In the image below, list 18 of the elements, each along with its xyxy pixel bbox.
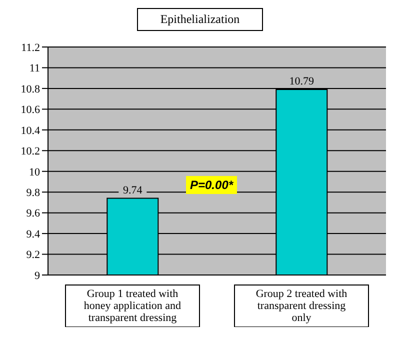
y-tick-label: 11.2: [21, 42, 40, 54]
data-label: 9.74: [123, 184, 143, 196]
y-tick-label: 10.4: [20, 124, 40, 137]
x-tick-label: Group 2 treated with transparent dressing only: [256, 288, 348, 324]
y-tick-label: 11: [29, 62, 40, 75]
y-tick-label: 9.2: [26, 249, 40, 262]
y-tick-label: 10: [29, 166, 40, 178]
annotation: P=0.00*: [186, 176, 238, 194]
data-label: 10.79: [289, 75, 315, 88]
y-tick-label: 9.8: [26, 186, 40, 199]
y-tick-label: 9.4: [26, 228, 40, 240]
y-tick-label: 10.6: [20, 104, 40, 116]
y-tick-label: 10.2: [20, 146, 40, 158]
y-tick-label: 9: [34, 270, 40, 282]
x-tick-label: Group 1 treated with honey application and transparent dressing: [84, 288, 182, 324]
y-tick-label: 10.8: [20, 83, 40, 96]
y-tick-label: 9.6: [26, 208, 40, 220]
chart-title: Epithelialization: [137, 8, 263, 31]
